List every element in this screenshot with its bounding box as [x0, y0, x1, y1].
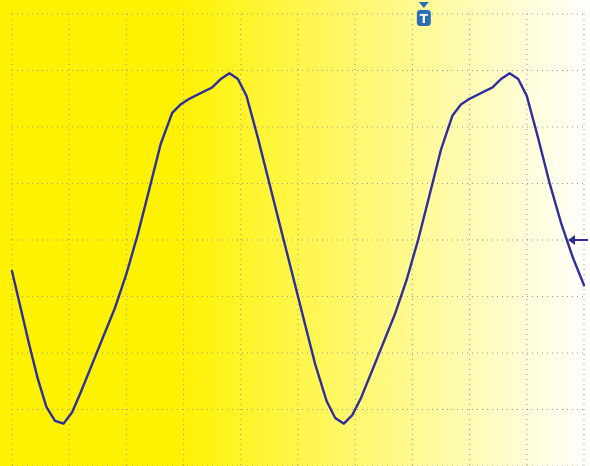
ground-arrow-icon	[568, 235, 575, 245]
trigger-marker: T	[416, 2, 431, 26]
waveform-trace	[10, 72, 586, 425]
trigger-label: T	[420, 12, 429, 26]
ground-level-marker	[568, 235, 588, 245]
trigger-badge	[416, 10, 431, 26]
trigger-arrow-icon	[418, 2, 429, 8]
